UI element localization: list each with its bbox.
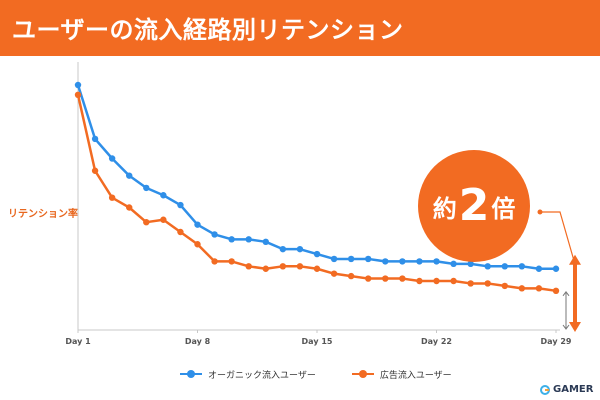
series-0-point bbox=[467, 260, 474, 268]
series-1-point bbox=[501, 282, 508, 290]
header-banner: ユーザーの流入経路別リテンション bbox=[0, 0, 600, 56]
series-0-point bbox=[245, 236, 252, 243]
brand-name: GAMER bbox=[553, 384, 594, 395]
x-tick-label: Day 29 bbox=[541, 337, 572, 346]
series-1-point bbox=[518, 285, 526, 292]
connector-line bbox=[540, 211, 575, 261]
series-1-point bbox=[484, 280, 491, 287]
series-0-point bbox=[365, 255, 372, 263]
series-1-point bbox=[313, 265, 321, 272]
series-0-point bbox=[279, 245, 287, 253]
series-1-point bbox=[467, 280, 474, 287]
series-0-point bbox=[143, 184, 150, 192]
series-0-point bbox=[211, 231, 218, 238]
series-1-point bbox=[433, 277, 440, 285]
series-0-point bbox=[552, 265, 560, 272]
series-1-point bbox=[74, 91, 82, 99]
badge-value: 2 bbox=[458, 180, 490, 231]
series-0-point bbox=[347, 255, 355, 263]
series-1-point bbox=[126, 204, 133, 211]
series-1-point bbox=[296, 263, 304, 270]
series-0-point bbox=[228, 236, 235, 243]
legend-item-ad: 広告流入ユーザー bbox=[351, 368, 452, 381]
chart-title: ユーザーの流入経路別リテンション bbox=[12, 16, 404, 44]
series-1-point bbox=[194, 241, 201, 248]
series-1-point bbox=[416, 277, 423, 285]
series-1-point bbox=[143, 219, 150, 226]
badge-suffix: 倍 bbox=[491, 194, 516, 223]
series-0-point bbox=[484, 263, 491, 270]
series-1-point bbox=[535, 285, 543, 292]
series-1-point bbox=[365, 275, 372, 282]
ad-gap-arrow-head-up bbox=[562, 290, 570, 297]
series-0-point bbox=[501, 263, 508, 270]
brand-logo: GAMER bbox=[540, 384, 593, 395]
series-0-point bbox=[91, 135, 99, 143]
series-1-point bbox=[399, 275, 406, 282]
legend-swatch-organic bbox=[180, 370, 202, 378]
series-1-point bbox=[91, 167, 99, 174]
series-1-point bbox=[262, 265, 269, 272]
x-tick-label: Day 1 bbox=[65, 337, 91, 346]
legend-label-ad: 広告流入ユーザー bbox=[379, 370, 452, 381]
series-0-point bbox=[433, 258, 440, 265]
series-0-point bbox=[399, 258, 406, 265]
series-0-point bbox=[74, 81, 82, 89]
series-0-point bbox=[296, 245, 304, 253]
series-1-point bbox=[347, 272, 355, 280]
series-0-point bbox=[194, 221, 201, 228]
chart-legend: オーガニック流入ユーザー 広告流入ユーザー bbox=[180, 366, 452, 382]
badge-prefix: 約 bbox=[432, 194, 457, 223]
series-0-point bbox=[535, 265, 543, 272]
series-1-point bbox=[108, 194, 116, 201]
legend-item-organic: オーガニック流入ユーザー bbox=[180, 368, 316, 381]
series-0-point bbox=[416, 258, 423, 265]
gamer-logo-icon bbox=[540, 384, 550, 395]
series-1-point bbox=[177, 228, 184, 236]
legend-label-organic: オーガニック流入ユーザー bbox=[208, 370, 316, 381]
series-0-point bbox=[330, 255, 338, 263]
y-axis-label: リテンション率 bbox=[8, 209, 78, 220]
series-1-point bbox=[382, 275, 389, 282]
ratio-badge: 約 2 倍 bbox=[418, 150, 530, 262]
series-0-point bbox=[262, 238, 269, 245]
x-tick-label: Day 8 bbox=[185, 337, 211, 346]
series-1-point bbox=[552, 287, 560, 294]
series-1-point bbox=[450, 277, 457, 285]
series-0-point bbox=[313, 250, 321, 258]
series-1-point bbox=[245, 263, 252, 270]
series-1-point bbox=[330, 270, 338, 277]
series-1-point bbox=[228, 258, 235, 265]
series-0-point bbox=[108, 155, 116, 162]
organic-gap-arrow-head-down bbox=[569, 322, 581, 332]
x-tick-label: Day 22 bbox=[421, 337, 452, 346]
series-0-point bbox=[160, 192, 167, 199]
series-0-point bbox=[126, 172, 133, 179]
organic-gap-arrow-head-up bbox=[569, 254, 581, 265]
x-tick-label: Day 15 bbox=[302, 337, 333, 346]
legend-swatch-ad bbox=[351, 370, 374, 378]
series-0-point bbox=[177, 201, 184, 209]
series-1-point bbox=[279, 263, 287, 270]
series-0-point bbox=[382, 258, 389, 265]
series-1-point bbox=[211, 258, 218, 265]
series-0-point bbox=[518, 263, 526, 270]
ad-gap-arrow-head-down bbox=[562, 324, 570, 330]
series-1-point bbox=[160, 216, 167, 223]
series-0-point bbox=[450, 260, 457, 268]
